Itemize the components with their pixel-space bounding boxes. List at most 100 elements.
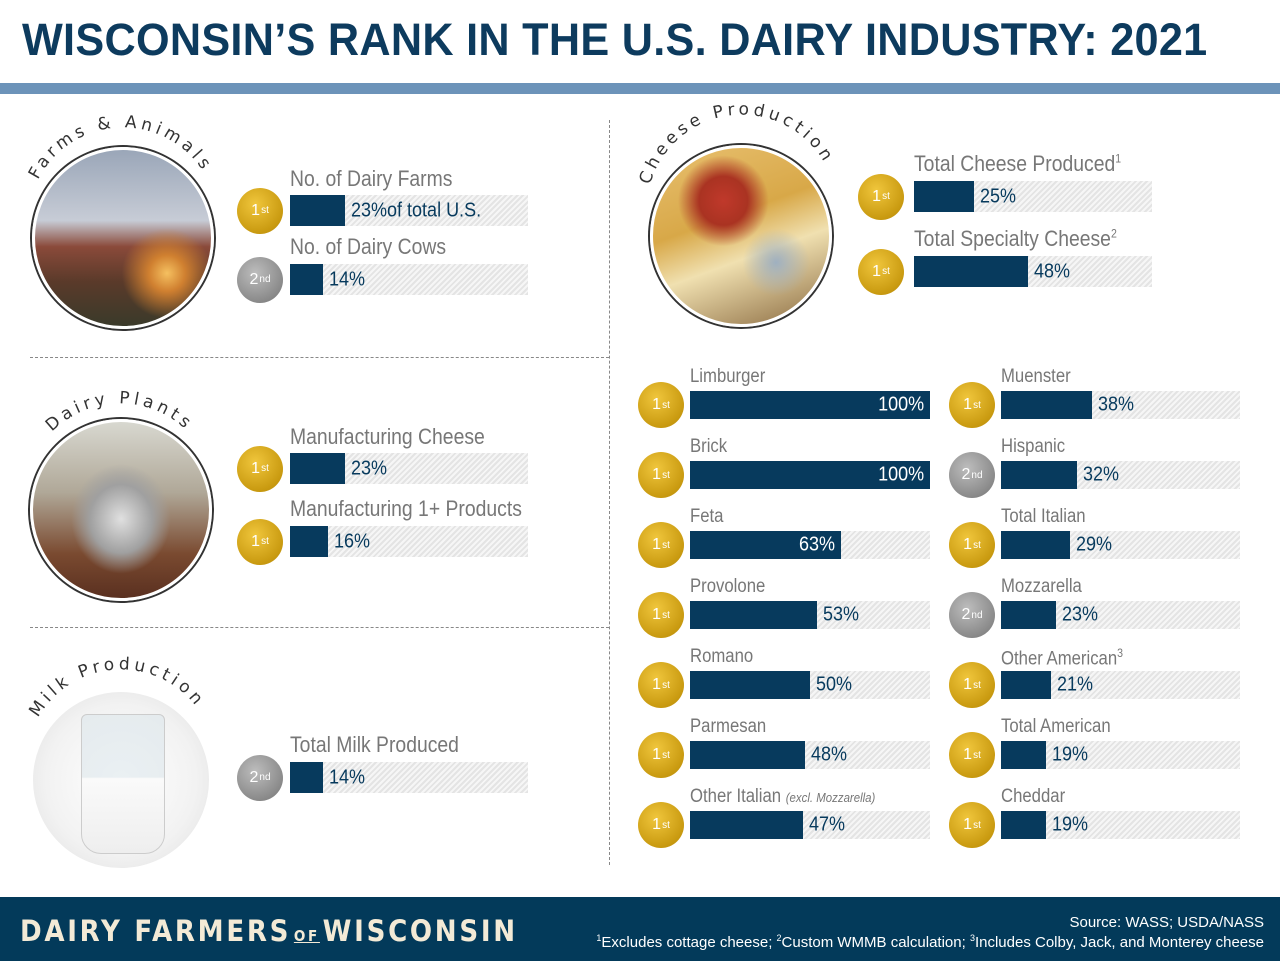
rank-number: 1 — [872, 187, 882, 205]
divider — [30, 627, 609, 628]
farm-photo — [32, 147, 214, 329]
rank-suffix: st — [973, 819, 981, 831]
bar-label-qualifier: (excl. Mozzarella) — [785, 790, 876, 805]
bar-value: 63% — [799, 533, 836, 556]
bar-track: 14% — [290, 264, 528, 295]
bar-value: 48% — [811, 743, 848, 766]
bar-label-text: Total Cheese Produced — [914, 151, 1116, 176]
bar-value: 23% — [1061, 603, 1098, 626]
rank-suffix: st — [662, 469, 670, 481]
bar-fill — [914, 181, 974, 212]
cheese-photo — [650, 145, 832, 327]
bar-fill — [1001, 811, 1047, 839]
bar-label: Romano — [690, 646, 753, 668]
rank-suffix: st — [882, 191, 890, 202]
rank-number: 1 — [963, 396, 973, 413]
bar-track: 19% — [1001, 741, 1240, 769]
page-title: WISCONSIN’S RANK IN THE U.S. DAIRY INDUS… — [22, 14, 1208, 65]
rank-suffix: nd — [971, 609, 983, 621]
rank-number: 1 — [652, 606, 662, 623]
bar-value: 32% — [1083, 463, 1120, 486]
bar-value: 19% — [1052, 743, 1089, 766]
rank-suffix: st — [973, 679, 981, 691]
bar-fill — [690, 741, 806, 769]
rank-number: 1 — [652, 746, 662, 763]
header-stripe — [0, 83, 1280, 94]
bar-label-text: Other American — [1001, 648, 1118, 670]
bar-label: Cheddar — [1001, 786, 1065, 808]
bar-track: 100% — [690, 391, 930, 419]
footnote-marker: 2 — [1110, 226, 1117, 241]
bar-label-text: Total American — [1001, 716, 1111, 737]
bar-fill — [690, 391, 930, 419]
rank-suffix: st — [662, 749, 670, 761]
bar-value: 19% — [1052, 813, 1089, 836]
bar-value: 16% — [334, 530, 371, 552]
rank-suffix: st — [261, 205, 269, 216]
bar-fill — [690, 461, 930, 489]
bar-label: Other American3 — [1001, 646, 1123, 670]
rank-number: 1 — [251, 459, 261, 477]
bar-value: 29% — [1076, 533, 1113, 556]
bar-value: 23%of total U.S. — [350, 199, 481, 221]
bar-fill — [1001, 461, 1078, 489]
bar-track: 38% — [1001, 391, 1240, 419]
bar-label-text: Mozzarella — [1001, 576, 1082, 597]
bar-value: 53% — [823, 603, 860, 626]
rank-suffix: st — [882, 266, 890, 277]
bar-label: Manufacturing Cheese — [290, 424, 485, 450]
bar-value: 25% — [979, 185, 1016, 207]
rank-suffix: nd — [259, 274, 271, 285]
rank-number: 1 — [963, 746, 973, 763]
bar-fill — [290, 762, 324, 793]
bar-label-text: No. of Dairy Cows — [290, 234, 447, 259]
rank-number: 2 — [249, 768, 259, 786]
bar-fill — [290, 526, 329, 557]
bar-track: 21% — [1001, 671, 1240, 699]
rank-number: 2 — [249, 270, 259, 288]
bar-label: Total Milk Produced — [290, 732, 459, 758]
bar-track: 19% — [1001, 811, 1240, 839]
bar-value: 21% — [1057, 673, 1094, 696]
bar-value: 100% — [877, 463, 924, 486]
bar-value: 47% — [808, 813, 845, 836]
rank-suffix: st — [662, 819, 670, 831]
bar-fill — [1001, 601, 1056, 629]
rank-number: 1 — [963, 816, 973, 833]
footnotes: 1Excludes cottage cheese; 2Custom WMMB c… — [596, 933, 1264, 951]
bar-label-text: Manufacturing Cheese — [290, 424, 485, 449]
bar-track: 32% — [1001, 461, 1240, 489]
rank-suffix: nd — [971, 469, 983, 481]
bar-label: Hispanic — [1001, 436, 1065, 458]
rank-suffix: nd — [259, 772, 271, 783]
bar-track: 50% — [690, 671, 930, 699]
milk-photo — [30, 689, 212, 871]
bar-label-text: Provolone — [690, 576, 766, 597]
bar-label: Brick — [690, 436, 727, 458]
bar-label-text: Cheddar — [1001, 786, 1066, 807]
dairy-farmers-logo: DAIRY FARMERS OFWISCONSIN — [20, 914, 518, 948]
rank-number: 1 — [963, 536, 973, 553]
bar-label: Total Specialty Cheese2 — [914, 226, 1117, 252]
bar-fill — [1001, 391, 1092, 419]
rank-suffix: st — [973, 399, 981, 411]
bar-label-text: No. of Dairy Farms — [290, 166, 453, 191]
bar-label-text: Hispanic — [1001, 436, 1066, 457]
rank-suffix: st — [261, 463, 269, 474]
section-title-plants: Dairy Plants — [42, 388, 198, 436]
rank-suffix: st — [662, 539, 670, 551]
